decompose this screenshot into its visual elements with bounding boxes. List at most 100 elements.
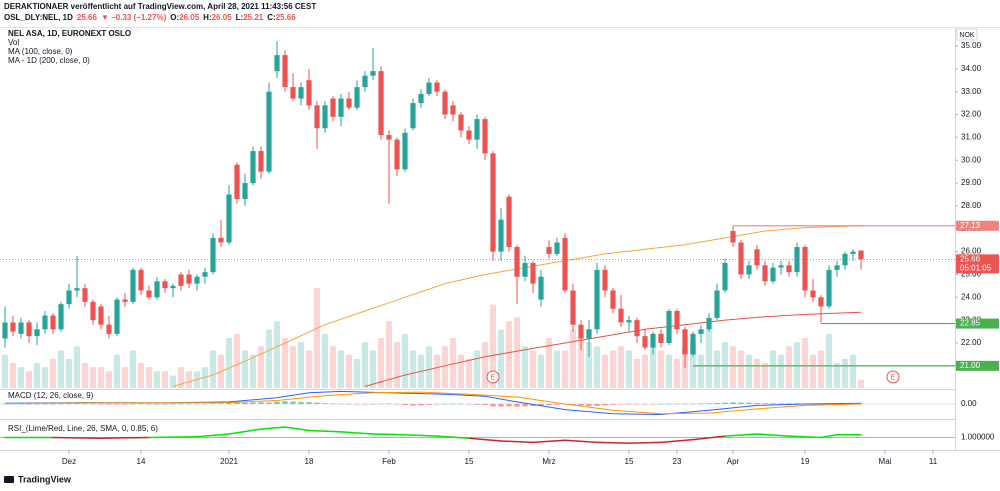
candle-body bbox=[162, 281, 168, 289]
rsi-line-segment bbox=[308, 429, 342, 433]
x-tick-label: 19 bbox=[801, 457, 810, 466]
candle-body bbox=[842, 253, 848, 266]
candle-body bbox=[314, 105, 320, 129]
candle-body bbox=[794, 247, 800, 273]
volume-bar bbox=[794, 342, 800, 388]
macd-histogram-bar bbox=[106, 404, 112, 405]
macd-histogram-bar bbox=[162, 403, 168, 405]
candle-body bbox=[810, 290, 816, 298]
macd-histogram-bar bbox=[330, 403, 336, 404]
macd-histogram-bar bbox=[338, 403, 344, 405]
volume-bar bbox=[154, 371, 160, 388]
volume-bar bbox=[74, 346, 80, 388]
x-tick-label: 11 bbox=[929, 457, 938, 466]
rsi-line-segment bbox=[404, 433, 438, 437]
volume-bar bbox=[482, 342, 488, 388]
candle-body bbox=[402, 132, 408, 170]
candle-body bbox=[706, 317, 712, 330]
candle-body bbox=[394, 139, 400, 170]
macd-histogram-bar bbox=[386, 403, 392, 404]
candle-body bbox=[738, 242, 744, 275]
candle-body bbox=[18, 322, 24, 334]
candle-body bbox=[482, 119, 488, 154]
macd-histogram-bar bbox=[858, 403, 864, 405]
macd-histogram-bar bbox=[658, 404, 664, 405]
volume-bar bbox=[42, 367, 48, 388]
rsi-line-segment bbox=[564, 439, 598, 444]
volume-bar bbox=[226, 338, 232, 388]
macd-histogram-bar bbox=[730, 402, 736, 404]
candle-body bbox=[506, 196, 512, 248]
volume-bar bbox=[82, 363, 88, 388]
macd-histogram-bar bbox=[122, 404, 128, 405]
macd-histogram-bar bbox=[210, 403, 216, 404]
macd-histogram-bar bbox=[466, 404, 472, 405]
rsi-line-segment bbox=[500, 440, 534, 444]
volume-bar bbox=[34, 363, 40, 388]
candle-body bbox=[10, 322, 16, 332]
volume-bar bbox=[634, 358, 640, 388]
candle-body bbox=[26, 322, 32, 337]
x-tick-label: 15 bbox=[465, 457, 474, 466]
macd-histogram-bar bbox=[738, 402, 744, 404]
candle-body bbox=[554, 242, 560, 254]
price-line-tag bbox=[956, 318, 999, 329]
candle-body bbox=[90, 301, 96, 321]
volume-bar bbox=[658, 350, 664, 388]
rsi-line-segment bbox=[372, 433, 406, 436]
candle-body bbox=[490, 153, 496, 252]
volume-bar bbox=[626, 350, 632, 388]
currency: NOK bbox=[959, 32, 975, 39]
volume-bar bbox=[754, 358, 760, 388]
macd-histogram-bar bbox=[114, 404, 120, 405]
macd-histogram-bar bbox=[242, 402, 248, 404]
macd-histogram-bar bbox=[498, 404, 504, 407]
volume-bar bbox=[530, 350, 536, 388]
macd-histogram-bar bbox=[346, 404, 352, 405]
volume-bar bbox=[298, 342, 304, 388]
volume-bar bbox=[674, 358, 680, 388]
candle-body bbox=[114, 299, 120, 334]
candle-body bbox=[746, 265, 752, 275]
volume-bar bbox=[842, 358, 848, 388]
macd-histogram-bar bbox=[130, 403, 136, 405]
price-change: ▼ −0.33 (−1.27%) bbox=[101, 13, 167, 22]
macd-histogram-bar bbox=[10, 403, 16, 405]
volume-bar bbox=[730, 346, 736, 388]
volume-bar bbox=[66, 358, 72, 388]
volume-bar bbox=[258, 346, 264, 388]
candle-body bbox=[626, 320, 632, 323]
volume-bar bbox=[90, 367, 96, 388]
rsi-line-segment bbox=[260, 426, 286, 430]
volume-bar bbox=[442, 346, 448, 388]
volume-bar bbox=[706, 329, 712, 388]
macd-histogram-bar bbox=[66, 403, 72, 405]
volume-bar bbox=[666, 354, 672, 388]
volume-bar bbox=[18, 367, 24, 388]
volume-bar bbox=[170, 375, 176, 388]
y-tick-label: 24.00 bbox=[961, 292, 982, 301]
macd-histogram-bar bbox=[434, 404, 440, 405]
macd-histogram-bar bbox=[722, 402, 728, 404]
volume-bar bbox=[458, 354, 464, 388]
candle-body bbox=[682, 329, 688, 355]
macd-histogram-bar bbox=[186, 403, 192, 405]
candle-body bbox=[466, 130, 472, 140]
x-tick-label: 2021 bbox=[220, 457, 238, 466]
candle-body bbox=[762, 265, 768, 282]
macd-histogram-bar bbox=[650, 404, 656, 405]
candle-body bbox=[754, 249, 760, 266]
volume-bar bbox=[434, 354, 440, 388]
candle-body bbox=[586, 329, 592, 339]
macd-histogram-bar bbox=[178, 403, 184, 405]
volume-bar bbox=[274, 321, 280, 388]
x-tick-label: Feb bbox=[382, 457, 396, 466]
macd-histogram-bar bbox=[570, 404, 576, 405]
last-price: 25.66 bbox=[77, 13, 98, 22]
x-tick-label: 15 bbox=[625, 457, 634, 466]
candle-body bbox=[578, 324, 584, 339]
volume-bar bbox=[698, 354, 704, 388]
candle-body bbox=[2, 322, 8, 339]
macd-histogram-bar bbox=[754, 402, 760, 404]
macd-histogram-bar bbox=[74, 403, 80, 404]
